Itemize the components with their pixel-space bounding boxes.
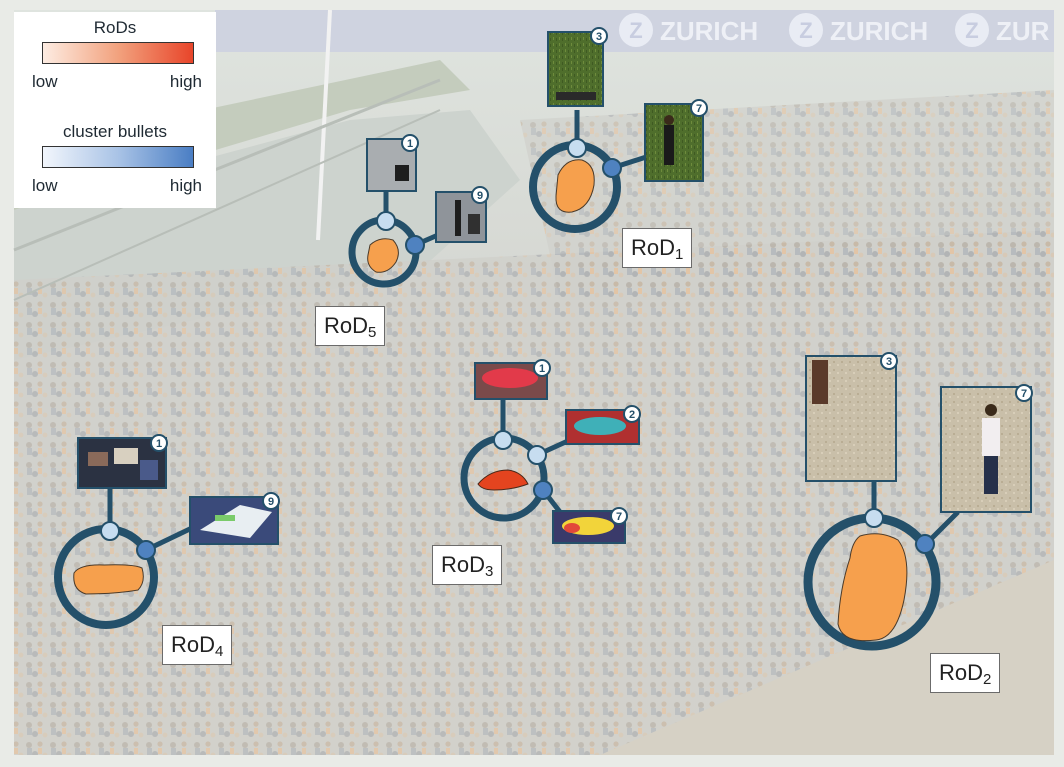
legend-bullets-high: high: [169, 176, 202, 195]
legend-rods-low: low: [32, 72, 58, 91]
legend-rods-high: high: [169, 72, 202, 91]
rank-badge-text: 7: [616, 511, 622, 523]
rod1-region-shape: [555, 159, 595, 213]
fence: [13, 78, 441, 252]
rod1-label: RoD1: [622, 228, 693, 268]
rank-badge-text: 3: [596, 31, 602, 43]
rod2-label: RoD2: [930, 653, 1001, 693]
rod4-label: RoD4: [162, 625, 233, 665]
zurich-logo-icon: [789, 13, 823, 47]
banner-text-2: ZURICH: [830, 16, 928, 46]
rank-badge-text: 9: [268, 496, 274, 508]
rod3-thumb-2[interactable]: 2: [565, 405, 641, 445]
rod4-group: 1 9: [54, 434, 280, 629]
rod1-bullet-1: [567, 138, 587, 158]
rod2-thumb-2[interactable]: 7: [940, 384, 1033, 513]
banner-text-1: ZURICH: [660, 16, 758, 46]
rod2-thumb-1[interactable]: 3: [805, 352, 898, 482]
rod5-thumb-2[interactable]: 9: [435, 186, 489, 243]
rod3-bullet-2: [527, 445, 547, 465]
rod2-region-shape: [837, 533, 908, 642]
rank-badge-text: 3: [886, 356, 892, 368]
rod1-thumb-2[interactable]: 7: [644, 99, 708, 182]
rod2-group: 3 7: [803, 352, 1033, 651]
rod3-label: RoD3: [432, 545, 503, 585]
rank-badge: [623, 405, 641, 423]
rank-badge: [150, 434, 168, 452]
zurich-logo-icon: [955, 13, 989, 47]
rods-colorbar: [42, 42, 194, 64]
rank-badge: [471, 186, 489, 204]
rank-badge-text: 9: [477, 190, 483, 202]
rank-badge-text: 7: [696, 103, 702, 115]
rod5-thumb-1[interactable]: 1: [366, 134, 419, 192]
rod5-bullet-2: [405, 235, 425, 255]
sponsor-banner: Z ZURICH Z ZURICH Z ZUR: [619, 13, 1050, 47]
gravel-road: [600, 560, 1054, 755]
rank-badge-text: 1: [407, 138, 413, 150]
rank-badge-text: 1: [539, 363, 545, 375]
rank-badge-text: 2: [629, 409, 635, 421]
rod1-group: 3 7: [529, 27, 708, 233]
gravel-thumbnail-icon: [805, 355, 897, 482]
rod4-thumb-1[interactable]: 1: [77, 434, 168, 489]
rank-badge: [262, 492, 280, 510]
svg-text:Z: Z: [965, 18, 978, 43]
rod3-thumb-1[interactable]: 1: [474, 359, 551, 400]
rod4-thumb-2[interactable]: 9: [189, 492, 280, 545]
legend-bullets-low: low: [32, 176, 58, 195]
rod1-bullet-2: [602, 158, 622, 178]
rod2-bullet-1: [864, 508, 884, 528]
rank-badge: [690, 99, 708, 117]
rod5-label: RoD5: [315, 306, 386, 346]
rod3-region-shape: [477, 469, 529, 491]
rod5-bullet-1: [376, 211, 396, 231]
rank-badge: [610, 507, 628, 525]
zurich-logo-icon: [619, 13, 653, 47]
rod4-bullet-1: [100, 521, 120, 541]
legend-rods-title: RoDs: [93, 18, 137, 37]
legend-bullets-title: cluster bullets: [63, 122, 167, 141]
rank-badge-text: 7: [1021, 388, 1027, 400]
rod3-thumb-3[interactable]: 7: [552, 507, 628, 544]
rod1-thumb-1[interactable]: 3: [547, 27, 608, 107]
rod4-bullet-2: [136, 540, 156, 560]
rank-badge: [401, 134, 419, 152]
rod3-bullet-3: [533, 480, 553, 500]
rod3-bullet-1: [493, 430, 513, 450]
svg-text:Z: Z: [799, 18, 812, 43]
rank-badge: [880, 352, 898, 370]
svg-text:Z: Z: [629, 18, 642, 43]
rank-badge: [533, 359, 551, 377]
rank-badge-text: 1: [156, 438, 162, 450]
rod2-bullet-2: [915, 534, 935, 554]
crowd-area-far: [520, 90, 1054, 300]
banner-text-3: ZUR: [996, 16, 1050, 46]
rod4-region-shape: [73, 564, 144, 595]
legend: RoDs low high cluster bullets low high: [14, 12, 216, 208]
rod3-group: 1 2 7: [460, 359, 641, 544]
rod5-group: 1 9: [348, 134, 489, 288]
rod5-region-shape: [367, 238, 399, 273]
rank-badge: [1015, 384, 1033, 402]
bullets-colorbar: [42, 146, 194, 168]
rank-badge: [590, 27, 608, 45]
